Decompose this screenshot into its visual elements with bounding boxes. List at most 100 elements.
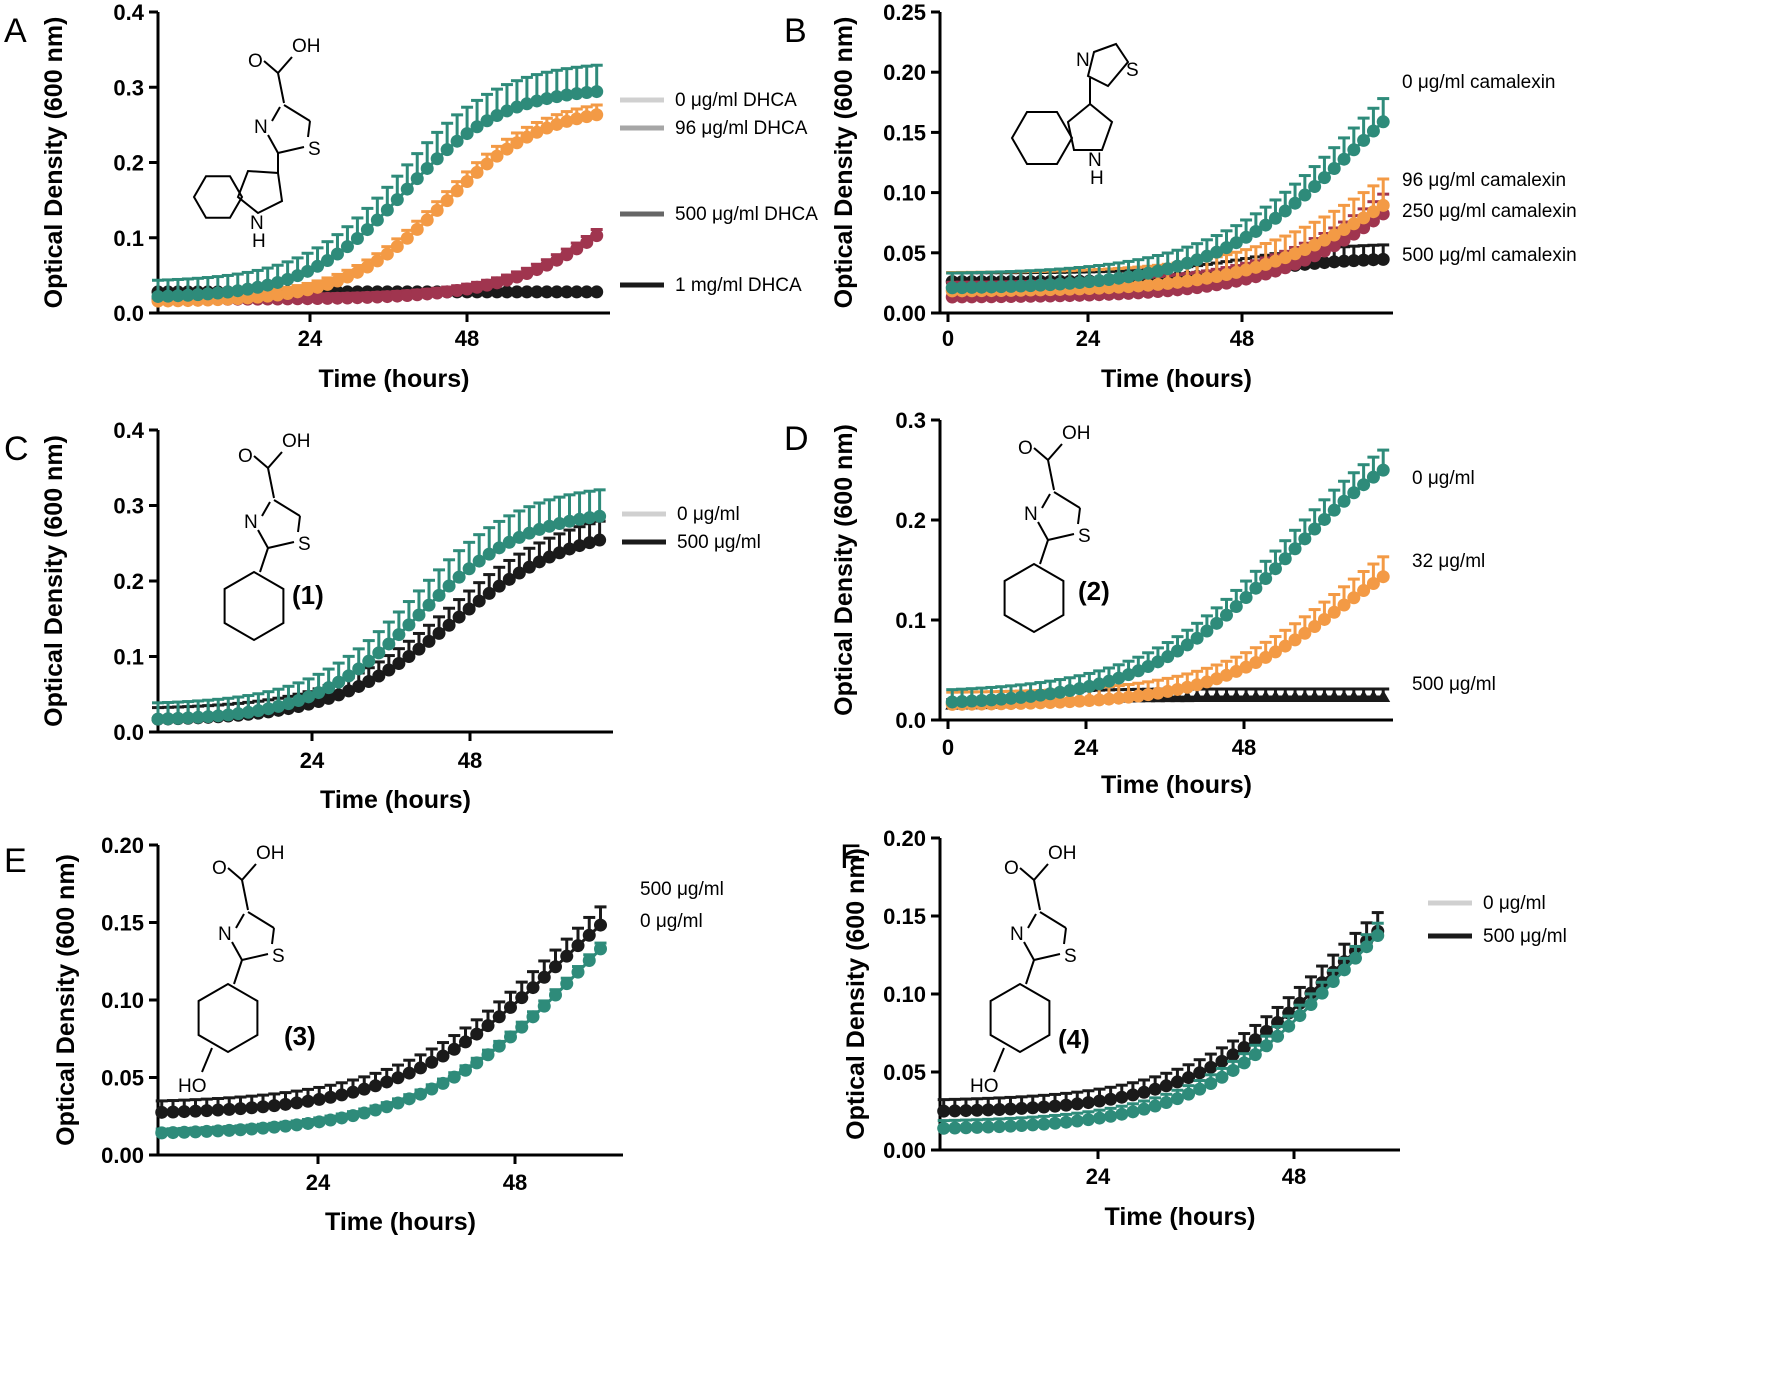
bond <box>271 106 281 122</box>
data-point <box>1210 245 1224 259</box>
data-point <box>1326 975 1340 989</box>
data-point <box>571 965 585 979</box>
data-point <box>390 193 404 207</box>
data-point <box>981 1103 995 1117</box>
data-point <box>1112 280 1126 294</box>
y-tick-label: 0.05 <box>883 1060 926 1085</box>
legend-entry: 0 μg/ml <box>1412 468 1475 489</box>
data-point <box>245 1122 259 1136</box>
data-point <box>1219 608 1233 622</box>
atom-label: H <box>252 231 266 252</box>
benzene-ring <box>197 982 259 1054</box>
data-point <box>422 634 436 648</box>
data-point <box>346 1085 360 1099</box>
data-point <box>412 608 426 622</box>
atom-label: N <box>1088 150 1102 171</box>
data-point <box>1037 1100 1051 1114</box>
data-point <box>312 1115 326 1129</box>
data-point <box>279 1119 292 1133</box>
bond <box>247 911 275 929</box>
data-point <box>1131 268 1145 282</box>
atom-label: N <box>1076 50 1090 71</box>
legend-label: 250 μg/ml camalexin <box>1402 201 1577 222</box>
data-point <box>312 1092 326 1106</box>
data-point <box>392 656 406 670</box>
benzene-ring <box>1003 562 1065 634</box>
data-point <box>1182 1071 1196 1085</box>
data-point <box>537 970 551 984</box>
data-point <box>1357 584 1371 598</box>
data-point <box>1327 239 1341 253</box>
legend-label: 500 μg/ml <box>1412 674 1496 695</box>
data-point <box>420 161 434 175</box>
data-point <box>402 650 416 664</box>
data-point <box>965 694 979 708</box>
data-point <box>1092 677 1106 691</box>
x-axis-title: Time (hours) <box>1101 365 1252 393</box>
data-point <box>1249 270 1263 284</box>
data-point <box>992 1102 1006 1116</box>
data-point <box>301 292 315 306</box>
y-tick-label: 0.1 <box>895 608 926 633</box>
data-point <box>1033 688 1047 702</box>
data-point <box>1093 1111 1107 1125</box>
data-point <box>442 618 456 632</box>
data-point <box>1249 581 1263 595</box>
x-tick-label: 48 <box>1230 326 1254 351</box>
bond <box>267 134 279 154</box>
data-point <box>1327 690 1342 703</box>
data-point <box>460 174 474 188</box>
data-point <box>515 991 529 1005</box>
data-point <box>201 287 215 301</box>
legend-label: 96 μg/ml camalexin <box>1402 170 1566 191</box>
data-point <box>1288 633 1302 647</box>
data-point <box>571 939 585 953</box>
data-point <box>490 276 504 290</box>
bond <box>1041 493 1051 509</box>
atom-label: OH <box>1048 843 1077 864</box>
data-point <box>1239 690 1254 703</box>
y-axis-title: Optical Density (600 nm) <box>842 848 870 1140</box>
data-point <box>241 282 255 296</box>
data-point <box>342 669 356 683</box>
data-point <box>1131 689 1145 703</box>
data-point <box>1092 693 1106 707</box>
data-point <box>1347 591 1361 605</box>
data-point <box>420 287 434 301</box>
data-point <box>1249 224 1263 238</box>
panel-letter: A <box>4 12 27 50</box>
legend-entry: 0 μg/ml camalexin <box>1402 72 1556 93</box>
bond <box>267 541 295 549</box>
data-point <box>360 290 374 304</box>
data-point <box>1112 691 1126 705</box>
data-point <box>459 1035 472 1049</box>
data-point <box>155 1105 169 1119</box>
data-point <box>1180 690 1195 703</box>
data-point <box>391 1071 405 1085</box>
data-point <box>1259 572 1273 586</box>
data-point <box>1170 1092 1184 1106</box>
data-point <box>171 289 185 303</box>
data-point <box>352 679 366 693</box>
pyrrole-ring <box>1066 102 1114 151</box>
data-point <box>520 130 534 144</box>
data-point <box>522 526 536 540</box>
data-point <box>1104 1109 1118 1123</box>
data-point <box>414 1061 427 1075</box>
data-point <box>490 108 504 122</box>
legend-entry: 0 μg/ml <box>622 504 740 525</box>
data-point <box>452 570 466 584</box>
bond <box>277 146 305 154</box>
legend-entry: 500 μg/ml <box>640 879 724 900</box>
y-tick-label: 0.2 <box>113 151 144 176</box>
y-tick-label: 0.00 <box>883 301 926 326</box>
data-point <box>1366 205 1380 219</box>
y-tick-label: 0.2 <box>113 569 144 594</box>
data-point <box>1053 685 1067 699</box>
data-point <box>1073 694 1087 708</box>
data-point <box>970 1120 984 1134</box>
data-point <box>410 222 424 236</box>
data-point <box>500 142 514 156</box>
stereo-bond <box>1033 879 1041 911</box>
